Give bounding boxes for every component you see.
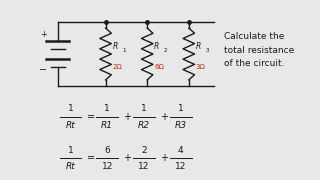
Text: −: − bbox=[39, 65, 47, 75]
Text: 3: 3 bbox=[205, 48, 209, 53]
Text: Calculate the
total resistance
of the circuit.: Calculate the total resistance of the ci… bbox=[224, 32, 294, 68]
Text: R1: R1 bbox=[101, 121, 113, 130]
Text: 2: 2 bbox=[164, 48, 167, 53]
Text: 1: 1 bbox=[68, 104, 73, 113]
Text: +: + bbox=[124, 153, 132, 163]
Text: 1: 1 bbox=[178, 104, 184, 113]
Text: 12: 12 bbox=[138, 162, 150, 171]
Text: R2: R2 bbox=[138, 121, 150, 130]
Text: +: + bbox=[160, 112, 168, 122]
Text: R: R bbox=[196, 42, 201, 51]
Text: +: + bbox=[124, 112, 132, 122]
Text: 2Ω: 2Ω bbox=[113, 64, 122, 70]
Text: 12: 12 bbox=[175, 162, 187, 171]
Text: +: + bbox=[40, 30, 47, 39]
Text: 1: 1 bbox=[104, 104, 110, 113]
Text: =: = bbox=[87, 153, 95, 163]
Text: 1: 1 bbox=[68, 146, 73, 155]
Text: =: = bbox=[87, 112, 95, 122]
Text: 6Ω: 6Ω bbox=[154, 64, 164, 70]
Text: Rt: Rt bbox=[66, 162, 75, 171]
Text: 12: 12 bbox=[101, 162, 113, 171]
Text: Rt: Rt bbox=[66, 121, 75, 130]
Text: 3Ω: 3Ω bbox=[196, 64, 206, 70]
Text: R3: R3 bbox=[175, 121, 187, 130]
Text: 1: 1 bbox=[141, 104, 147, 113]
Text: 1: 1 bbox=[122, 48, 126, 53]
Text: 4: 4 bbox=[178, 146, 184, 155]
Text: R: R bbox=[113, 42, 118, 51]
Text: R: R bbox=[154, 42, 159, 51]
Text: +: + bbox=[160, 153, 168, 163]
Text: 6: 6 bbox=[104, 146, 110, 155]
Text: 2: 2 bbox=[141, 146, 147, 155]
